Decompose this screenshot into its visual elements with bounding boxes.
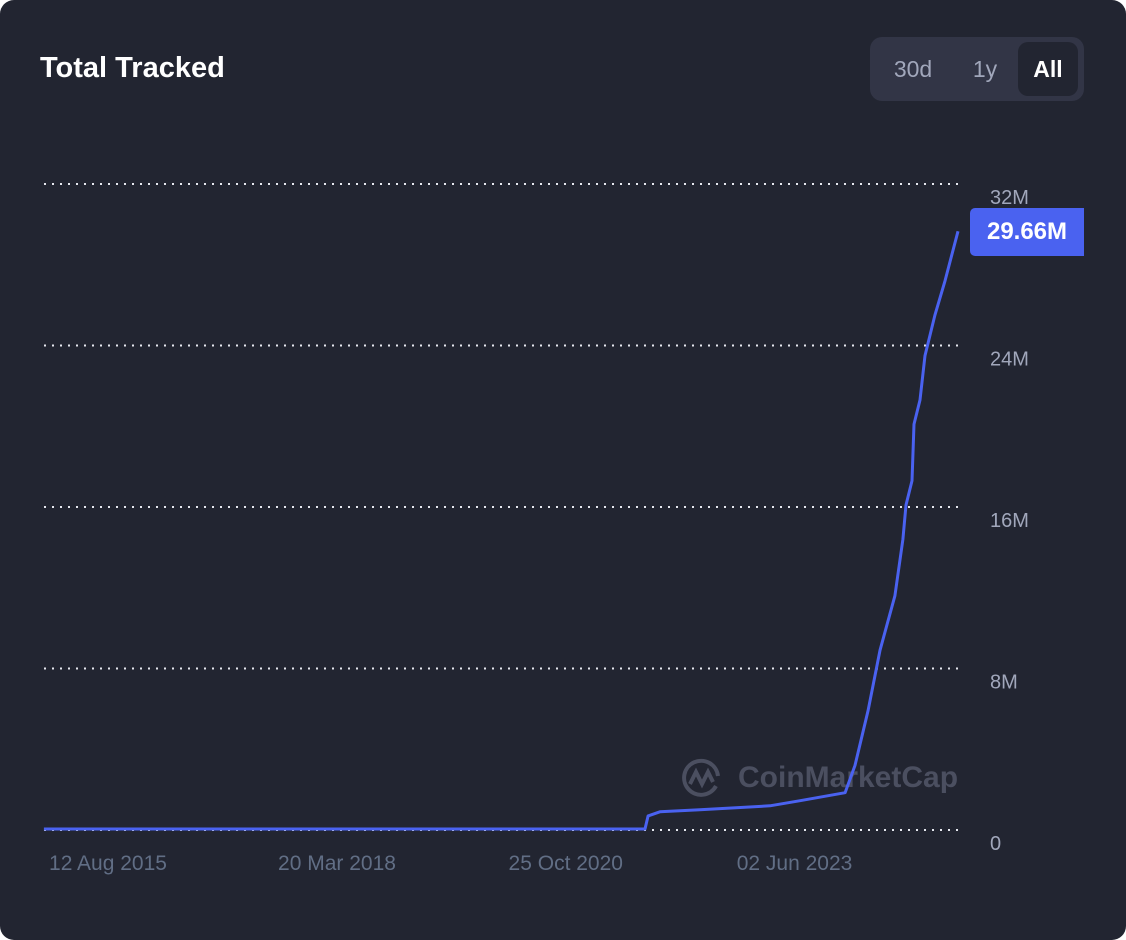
chart-title: Total Tracked bbox=[40, 52, 225, 84]
range-all-button[interactable]: All bbox=[1018, 42, 1078, 96]
y-tick-label: 32M bbox=[990, 187, 1029, 209]
y-tick-label: 8M bbox=[990, 672, 1018, 694]
current-value-badge: 29.66M bbox=[970, 208, 1084, 256]
x-tick-label: 25 Oct 2020 bbox=[509, 852, 623, 875]
x-tick-label: 12 Aug 2015 bbox=[49, 852, 167, 875]
range-selector: 30d 1y All bbox=[870, 37, 1084, 101]
series-line bbox=[43, 230, 960, 831]
x-tick-label: 02 Jun 2023 bbox=[737, 852, 853, 875]
range-1y-button[interactable]: 1y bbox=[972, 56, 998, 82]
y-tick-label: 24M bbox=[990, 349, 1029, 371]
x-tick-label: 20 Mar 2018 bbox=[278, 852, 396, 875]
y-tick-label: 0 bbox=[990, 833, 1001, 855]
coinmarketcap-logo-icon bbox=[682, 758, 720, 797]
y-tick-label: 16M bbox=[990, 510, 1029, 532]
range-30d-button[interactable]: 30d bbox=[893, 56, 933, 82]
